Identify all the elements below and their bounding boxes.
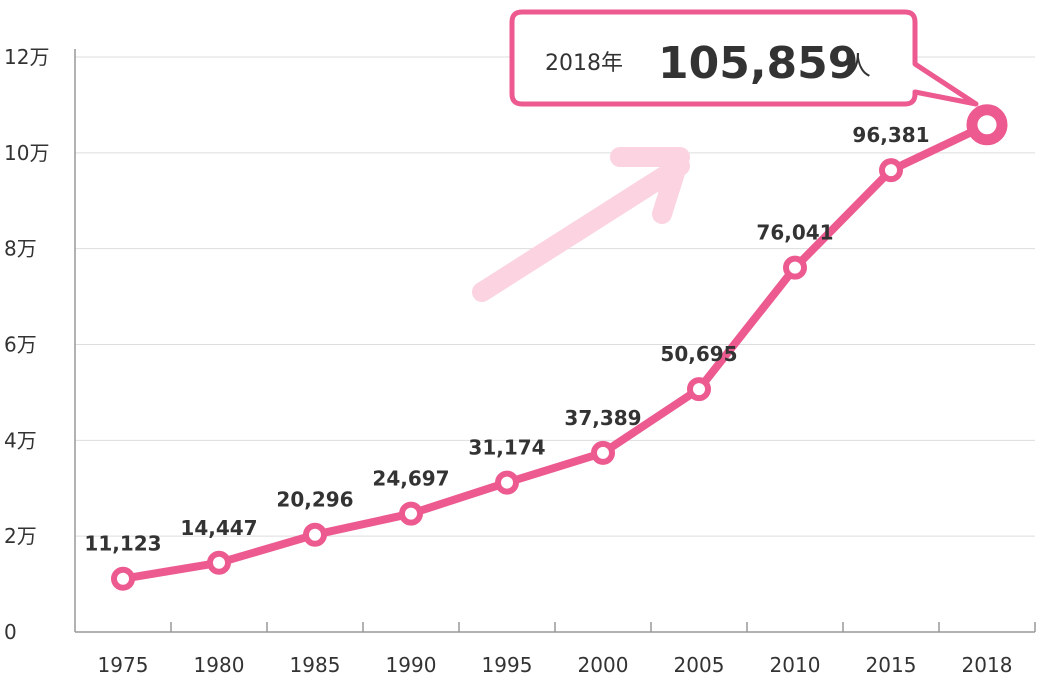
series-line-path [119, 120, 991, 583]
y-tick-label: 8万 [4, 237, 37, 261]
x-tick-label: 2005 [674, 653, 725, 677]
callout-unit: 人 [845, 52, 871, 82]
data-point-highlight [966, 104, 1008, 146]
data-label: 37,389 [564, 406, 641, 430]
data-labels: 11,123 14,447 20,296 24,697 31,174 37,389 50,6… [84, 123, 929, 556]
callout-box: 2018年 105,859 人 [509, 9, 979, 107]
data-label: 20,296 [276, 488, 353, 512]
data-point [207, 550, 231, 575]
y-tick-label: 0 [4, 620, 17, 644]
trend-arrow-icon [472, 147, 690, 302]
trend-arrow [472, 147, 690, 302]
data-point [495, 470, 519, 495]
data-point [111, 566, 135, 591]
x-tick-label: 2018 [962, 653, 1013, 677]
x-tick-label: 1975 [98, 653, 149, 677]
x-tick-label: 2010 [770, 653, 821, 677]
callout-value: 105,859 [658, 38, 858, 89]
data-label: 24,697 [372, 467, 449, 491]
x-tick-label: 1990 [386, 653, 437, 677]
x-tick-label: 1995 [482, 653, 533, 677]
data-point [303, 522, 327, 547]
x-tick-label: 2000 [578, 653, 629, 677]
callout-bubble [509, 9, 979, 107]
data-label: 31,174 [468, 436, 545, 460]
data-label: 14,447 [180, 516, 257, 540]
y-tick-label: 12万 [4, 45, 49, 69]
data-point [591, 440, 615, 465]
data-point [783, 255, 807, 280]
y-tick-label: 10万 [4, 141, 49, 165]
data-point [687, 377, 711, 402]
data-point [399, 501, 423, 526]
series-points [111, 104, 1008, 591]
data-point [879, 158, 903, 183]
x-tick-label: 1980 [194, 653, 245, 677]
axes: 0 2万 4万 6万 8万 10万 12万 1975 1980 1985 1990 1995 2000 2… [4, 45, 1036, 677]
data-label: 11,123 [84, 532, 161, 556]
data-label: 96,381 [852, 123, 929, 147]
y-tick-label: 2万 [4, 524, 37, 548]
x-tick-label: 1985 [290, 653, 341, 677]
callout-year: 2018年 [545, 51, 623, 76]
x-tick-label: 2015 [866, 653, 917, 677]
data-label: 50,695 [660, 342, 737, 366]
y-tick-label: 4万 [4, 428, 37, 452]
y-tick-label: 6万 [4, 333, 37, 357]
series-line [119, 120, 991, 583]
data-label: 76,041 [756, 221, 833, 245]
